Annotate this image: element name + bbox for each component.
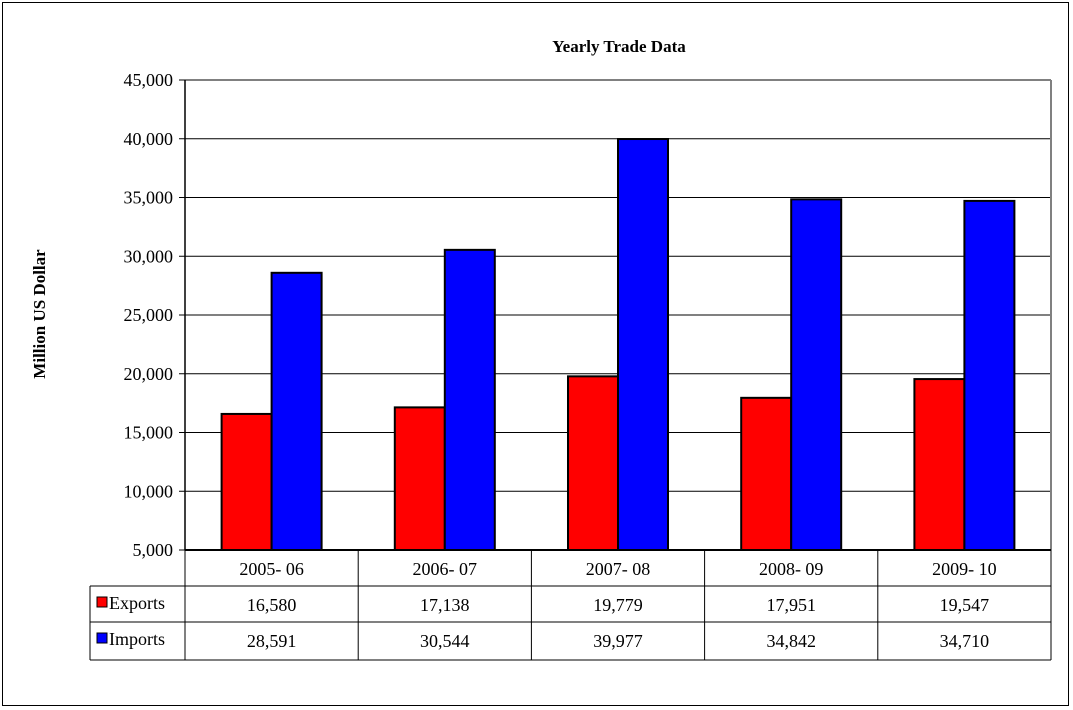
y-tick-label: 20,000 [124,364,174,384]
legend-label-imports: Imports [109,629,165,649]
bar-imports-2 [617,138,669,551]
bar-imports-4 [963,199,1016,551]
y-tick-label: 10,000 [124,481,174,501]
bar-imports-0 [270,271,323,551]
data-label-imports: 34,710 [940,631,990,651]
y-tick-label: 45,000 [124,70,174,90]
data-label-imports: 39,977 [593,631,643,651]
legend-key-imports [96,632,108,644]
bar-exports-1 [393,406,446,552]
data-label-imports: 30,544 [420,631,470,651]
bar-exports-3 [740,396,793,551]
data-label-exports: 19,779 [593,595,643,615]
y-tick-label: 25,000 [124,305,174,325]
y-axis-label: Million US Dollar [30,249,49,379]
y-tick-labels: 5,000 10,000 15,000 20,000 25,000 30,000 35,00… [124,70,174,560]
bar-exports-4 [913,378,966,551]
data-label-exports: 17,138 [420,595,470,615]
x-category-label: 2006- 07 [413,559,478,579]
legend-label-exports: Exports [109,593,165,613]
legend-key-exports [96,596,108,608]
data-label-imports: 28,591 [247,631,297,651]
data-label-imports: 34,842 [766,631,816,651]
y-tick-label: 35,000 [124,188,174,208]
x-category-label: 2008- 09 [759,559,824,579]
data-label-exports: 17,951 [766,595,816,615]
axes [179,79,1052,551]
chart-title: Yearly Trade Data [552,37,686,56]
bar-imports-1 [443,248,496,551]
y-tick-label: 30,000 [124,246,174,266]
data-table: 2005- 06 2006- 07 2007- 08 2008- 09 2009- 10… [89,550,1052,661]
data-label-exports: 16,580 [247,595,297,615]
x-category-label: 2005- 06 [239,559,304,579]
bar-exports-0 [220,412,273,551]
bar-exports-2 [567,375,619,551]
x-category-label: 2009- 10 [932,559,997,579]
x-category-label: 2007- 08 [586,559,651,579]
y-tick-label: 40,000 [124,129,174,149]
bar-imports-3 [790,198,843,551]
data-label-exports: 19,547 [940,595,990,615]
y-tick-label: 5,000 [133,540,174,560]
y-tick-label: 15,000 [124,423,174,443]
bars [220,138,1016,552]
